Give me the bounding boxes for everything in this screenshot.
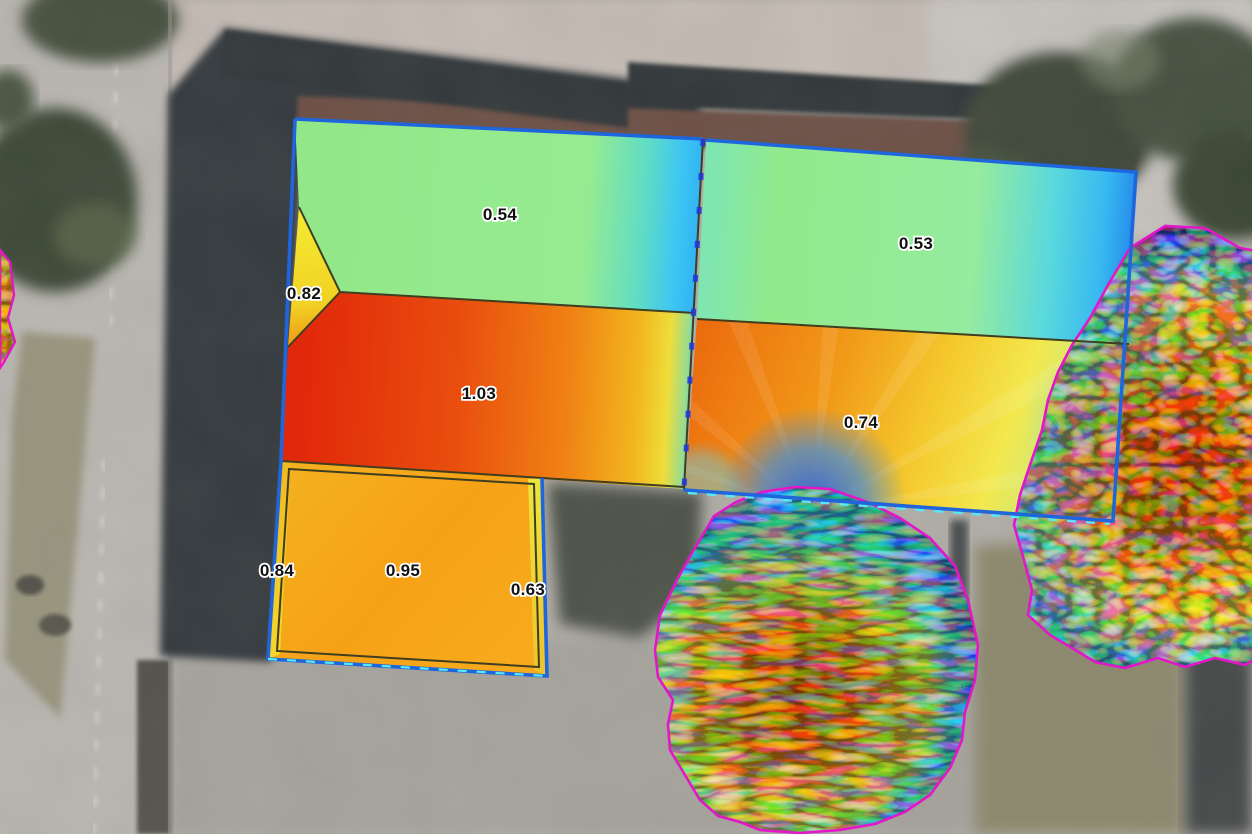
zone-label-annex-strip-east: 0.63 <box>511 580 545 599</box>
zone-left-roof-gable-west[interactable] <box>288 207 340 347</box>
zone-label-left-roof-north: 0.54 <box>483 205 518 224</box>
tree-shade-east[interactable] <box>1005 215 1252 680</box>
zone-label-annex-roof: 0.95 <box>386 561 420 580</box>
annex-bottom-dashes-cyan <box>267 657 548 678</box>
tree-shading-overlays <box>0 215 1252 834</box>
zone-value-labels: 0.54 0.53 0.82 1.03 0.74 0.84 0.95 0.63 <box>258 203 935 601</box>
right-bottom-dashes-cyan <box>687 491 1111 526</box>
building-outlines <box>266 117 1138 678</box>
tree-shade-west-sliver[interactable] <box>0 245 20 373</box>
zone-left-roof-north[interactable] <box>295 119 703 313</box>
zone-annex-roof[interactable] <box>268 461 547 676</box>
zone-label-right-roof-north: 0.53 <box>899 234 933 253</box>
shared-edge-tick-marks <box>681 138 706 490</box>
right-building-outline-blue <box>682 138 1138 523</box>
zone-label-right-roof-south: 0.74 <box>844 413 879 432</box>
zone-label-left-roof-south: 1.03 <box>462 384 496 403</box>
zone-right-roof-north[interactable] <box>697 140 1136 344</box>
zone-left-roof-south[interactable] <box>281 292 695 489</box>
tree-shade-south[interactable] <box>640 475 990 834</box>
zone-label-annex-strip-west: 0.84 <box>260 561 295 580</box>
roof-overlay-left-building <box>281 119 703 489</box>
zone-annex-strip-west[interactable] <box>268 461 291 659</box>
zone-label-left-roof-gable-west: 0.82 <box>287 284 321 303</box>
